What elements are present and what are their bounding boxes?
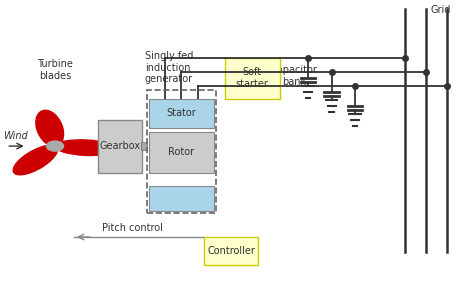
- Text: Capacitor
bank: Capacitor bank: [270, 65, 317, 87]
- Ellipse shape: [13, 145, 57, 175]
- FancyBboxPatch shape: [141, 142, 147, 150]
- FancyBboxPatch shape: [149, 132, 214, 173]
- Circle shape: [46, 141, 64, 151]
- Text: Stator: Stator: [166, 108, 196, 118]
- Text: Controller: Controller: [208, 246, 255, 256]
- FancyBboxPatch shape: [204, 237, 258, 265]
- FancyBboxPatch shape: [98, 119, 143, 173]
- Text: Soft
starter: Soft starter: [236, 67, 269, 89]
- FancyBboxPatch shape: [225, 58, 280, 99]
- Text: Grid: Grid: [430, 5, 450, 15]
- Text: Rotor: Rotor: [168, 147, 194, 157]
- FancyBboxPatch shape: [149, 99, 214, 128]
- Ellipse shape: [36, 110, 64, 146]
- Text: Pitch control: Pitch control: [102, 223, 163, 233]
- Text: Turbine
blades: Turbine blades: [37, 59, 73, 81]
- Text: Gearbox: Gearbox: [100, 141, 141, 151]
- Text: Singly fed
induction
generator: Singly fed induction generator: [145, 51, 193, 84]
- Ellipse shape: [55, 140, 116, 155]
- FancyBboxPatch shape: [149, 186, 214, 211]
- Text: Wind: Wind: [3, 130, 28, 140]
